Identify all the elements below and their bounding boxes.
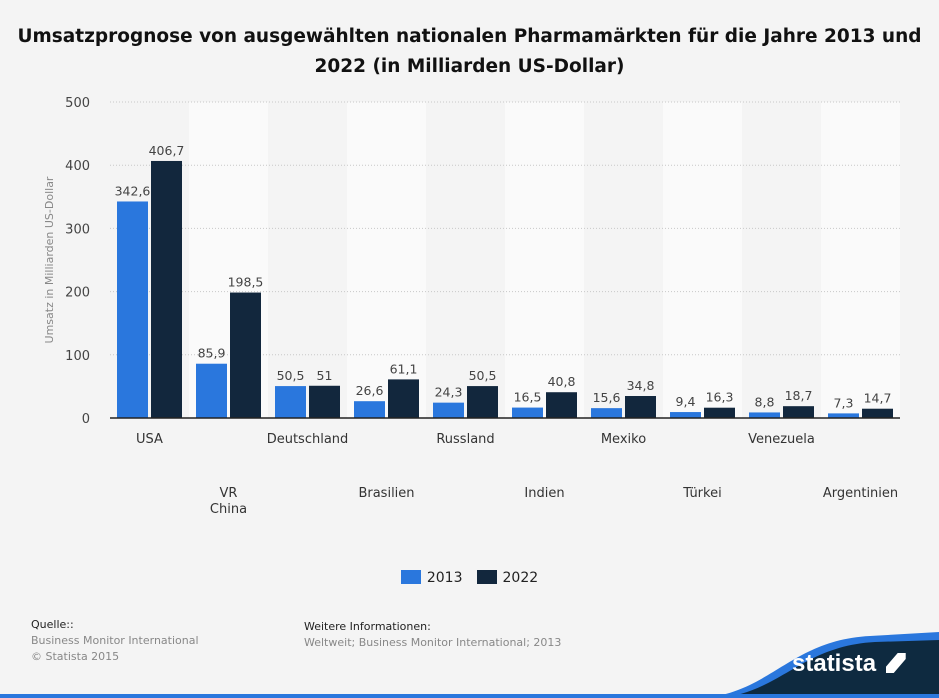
- y-axis-label: Umsatz in Milliarden US-Dollar: [43, 176, 56, 343]
- chart-title: Umsatzprognose von ausgewählten national…: [17, 26, 922, 77]
- bar-2022: [388, 379, 419, 418]
- data-label: 51: [317, 368, 333, 383]
- data-label: 406,7: [149, 143, 185, 158]
- bar-chart: 0 100 200 300 400 500 Umsatz in Milliarden US-…: [43, 96, 900, 517]
- data-label: 26,6: [356, 383, 384, 398]
- category-band: [821, 102, 900, 418]
- data-label: 40,8: [548, 374, 576, 389]
- bar-2022: [230, 292, 261, 418]
- data-label: 15,6: [593, 390, 621, 405]
- data-label: 9,4: [676, 394, 696, 409]
- x-tick-label: Indien: [524, 486, 564, 501]
- bar-2022: [704, 407, 735, 418]
- y-tick-label: 200: [65, 286, 90, 301]
- legend: 2013 2022: [0, 570, 939, 586]
- statista-logo-icon: [885, 653, 906, 673]
- bar-2013: [433, 402, 464, 418]
- y-tick-label: 400: [65, 159, 90, 174]
- legend-swatch-2013: [400, 570, 421, 584]
- footer-swoosh: [0, 632, 939, 698]
- bar-2013: [275, 386, 306, 418]
- category-band: [347, 102, 426, 418]
- data-label: 34,8: [627, 378, 655, 393]
- source-heading: Quelle::: [31, 618, 74, 631]
- data-label: 198,5: [228, 275, 264, 290]
- data-label: 16,3: [706, 390, 734, 405]
- statista-logo: statista: [792, 650, 906, 678]
- source-block: Quelle:: Business Monitor International …: [31, 617, 199, 665]
- bar-2022: [151, 160, 182, 418]
- data-label: 50,5: [469, 368, 497, 383]
- data-label: 14,7: [864, 391, 892, 406]
- x-tick-label: Argentinien: [823, 486, 898, 501]
- bar-2013: [591, 408, 622, 418]
- category-band: [663, 102, 742, 418]
- y-tick-label: 500: [65, 96, 90, 111]
- data-label: 24,3: [435, 385, 463, 400]
- bar-2013: [670, 412, 701, 418]
- data-label: 342,6: [115, 183, 151, 198]
- data-label: 16,5: [514, 390, 542, 405]
- x-tick-label: China: [210, 502, 247, 517]
- x-tick-label: VR: [220, 486, 238, 501]
- data-label: 8,8: [755, 394, 775, 409]
- bar-2013: [354, 401, 385, 418]
- bar-2013: [512, 407, 543, 418]
- info-heading: Weitere Informationen:: [304, 620, 431, 633]
- x-tick-label: Deutschland: [267, 432, 349, 447]
- data-label: 18,7: [785, 388, 813, 403]
- bar-2022: [546, 392, 577, 418]
- legend-swatch-2022: [476, 570, 497, 584]
- x-tick-label: Mexiko: [601, 432, 646, 447]
- bar-2022: [625, 396, 656, 418]
- data-label: 61,1: [390, 361, 418, 376]
- category-band: [505, 102, 584, 418]
- x-tick-label: USA: [136, 432, 163, 447]
- source-line: Business Monitor International: [31, 634, 199, 647]
- legend-item-2013[interactable]: 2013: [400, 570, 463, 586]
- bar-2013: [117, 201, 148, 418]
- x-tick-label: Brasilien: [358, 486, 414, 501]
- bar-2013: [828, 413, 859, 418]
- x-tick-label: Venezuela: [748, 432, 815, 447]
- data-label: 85,9: [198, 346, 226, 361]
- bar-2022: [783, 406, 814, 418]
- info-text: Weltweit; Business Monitor International…: [304, 636, 562, 649]
- info-block: Weitere Informationen: Weltweit; Busines…: [304, 619, 561, 651]
- x-tick-label: Russland: [436, 432, 494, 447]
- bar-2022: [862, 408, 893, 418]
- bar-2013: [196, 363, 227, 418]
- bar-2022: [467, 386, 498, 418]
- legend-item-2022[interactable]: 2022: [476, 570, 538, 586]
- x-tick-label: Türkei: [682, 486, 721, 501]
- y-tick-label: 100: [65, 349, 90, 364]
- bar-2022: [309, 385, 340, 418]
- data-label: 7,3: [834, 395, 854, 410]
- y-tick-label: 0: [82, 412, 90, 427]
- data-label: 50,5: [277, 368, 305, 383]
- y-tick-label: 300: [65, 222, 90, 237]
- copyright: © Statista 2015: [31, 650, 120, 663]
- bar-2013: [749, 412, 780, 418]
